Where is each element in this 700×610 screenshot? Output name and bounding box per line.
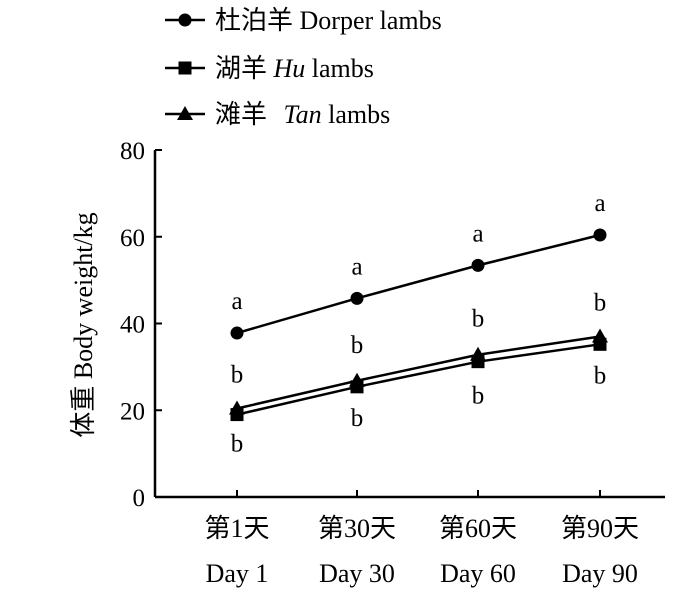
legend-label-en: Tan [284,100,322,129]
data-point-circle [350,291,364,305]
x-tick-label-en: Day 1 [206,559,269,588]
legend-label-suffix: lambs [373,6,442,35]
legend-label-cn: 滩羊 [215,100,274,129]
x-tick-label-cn: 第30天 [318,514,396,543]
legend-item: 杜泊羊 Dorper lambs [165,6,442,35]
significance-letter: a [351,253,362,280]
data-point-circle [471,258,485,272]
significance-letter: b [231,362,244,389]
y-tick-label: 80 [120,138,145,165]
y-tick-label: 20 [120,398,145,425]
series-line-square [236,343,601,416]
significance-letter: b [594,362,607,389]
significance-letter: b [231,431,244,458]
series-line-triangle [236,335,601,410]
significance-letter: a [594,190,605,217]
x-tick-label-en: Day 30 [319,559,395,588]
legend-label: 滩羊 Tan lambs [215,100,390,129]
x-tick-label-cn: 第90天 [561,514,639,543]
legend-marker-square [178,61,192,75]
significance-letter: b [472,306,485,333]
legend-item: 湖羊 Hu lambs [165,54,374,83]
significance-letter: b [594,290,607,317]
data-point-triangle [470,346,486,361]
legend-label: 杜泊羊 Dorper lambs [215,6,442,35]
significance-letter: b [472,383,485,410]
legend-label-suffix: lambs [322,100,391,129]
data-point-triangle [229,400,245,415]
significance-letter: a [472,220,483,247]
y-tick-label: 0 [133,485,146,512]
x-tick-label-en: Day 60 [440,559,516,588]
data-point-circle [230,326,244,340]
x-tick-label-en: Day 90 [562,559,638,588]
plot-area: 0 20 40 60 80 第1天 Day 1 第30天 Day 30 第60天 Day 60 第90… [120,138,665,588]
data-point-triangle [349,372,365,387]
x-tick-label-cn: 第60天 [439,514,517,543]
legend-label-suffix: lambs [305,54,374,83]
legend-label-cn: 湖羊 [215,54,274,83]
y-tick-label: 60 [120,225,145,252]
legend-marker-circle [178,13,192,27]
data-point-circle [593,228,607,242]
legend-label-en: Hu [273,54,306,83]
legend-label-en: Dorper [300,6,374,35]
significance-letter: b [351,332,364,359]
data-point-triangle [592,328,608,343]
y-axis-label: 体重 Body weight/kg [69,212,98,437]
series-line-circle [236,233,601,335]
significance-letter: b [351,405,364,432]
x-tick-label-cn: 第1天 [204,514,269,543]
significance-letter: a [231,288,242,315]
legend-item: 滩羊 Tan lambs [165,100,390,129]
y-tick-label: 40 [120,312,145,339]
legend-label-cn: 杜泊羊 [215,6,300,35]
legend-marker-triangle [177,106,193,120]
legend-label: 湖羊 Hu lambs [215,54,374,83]
